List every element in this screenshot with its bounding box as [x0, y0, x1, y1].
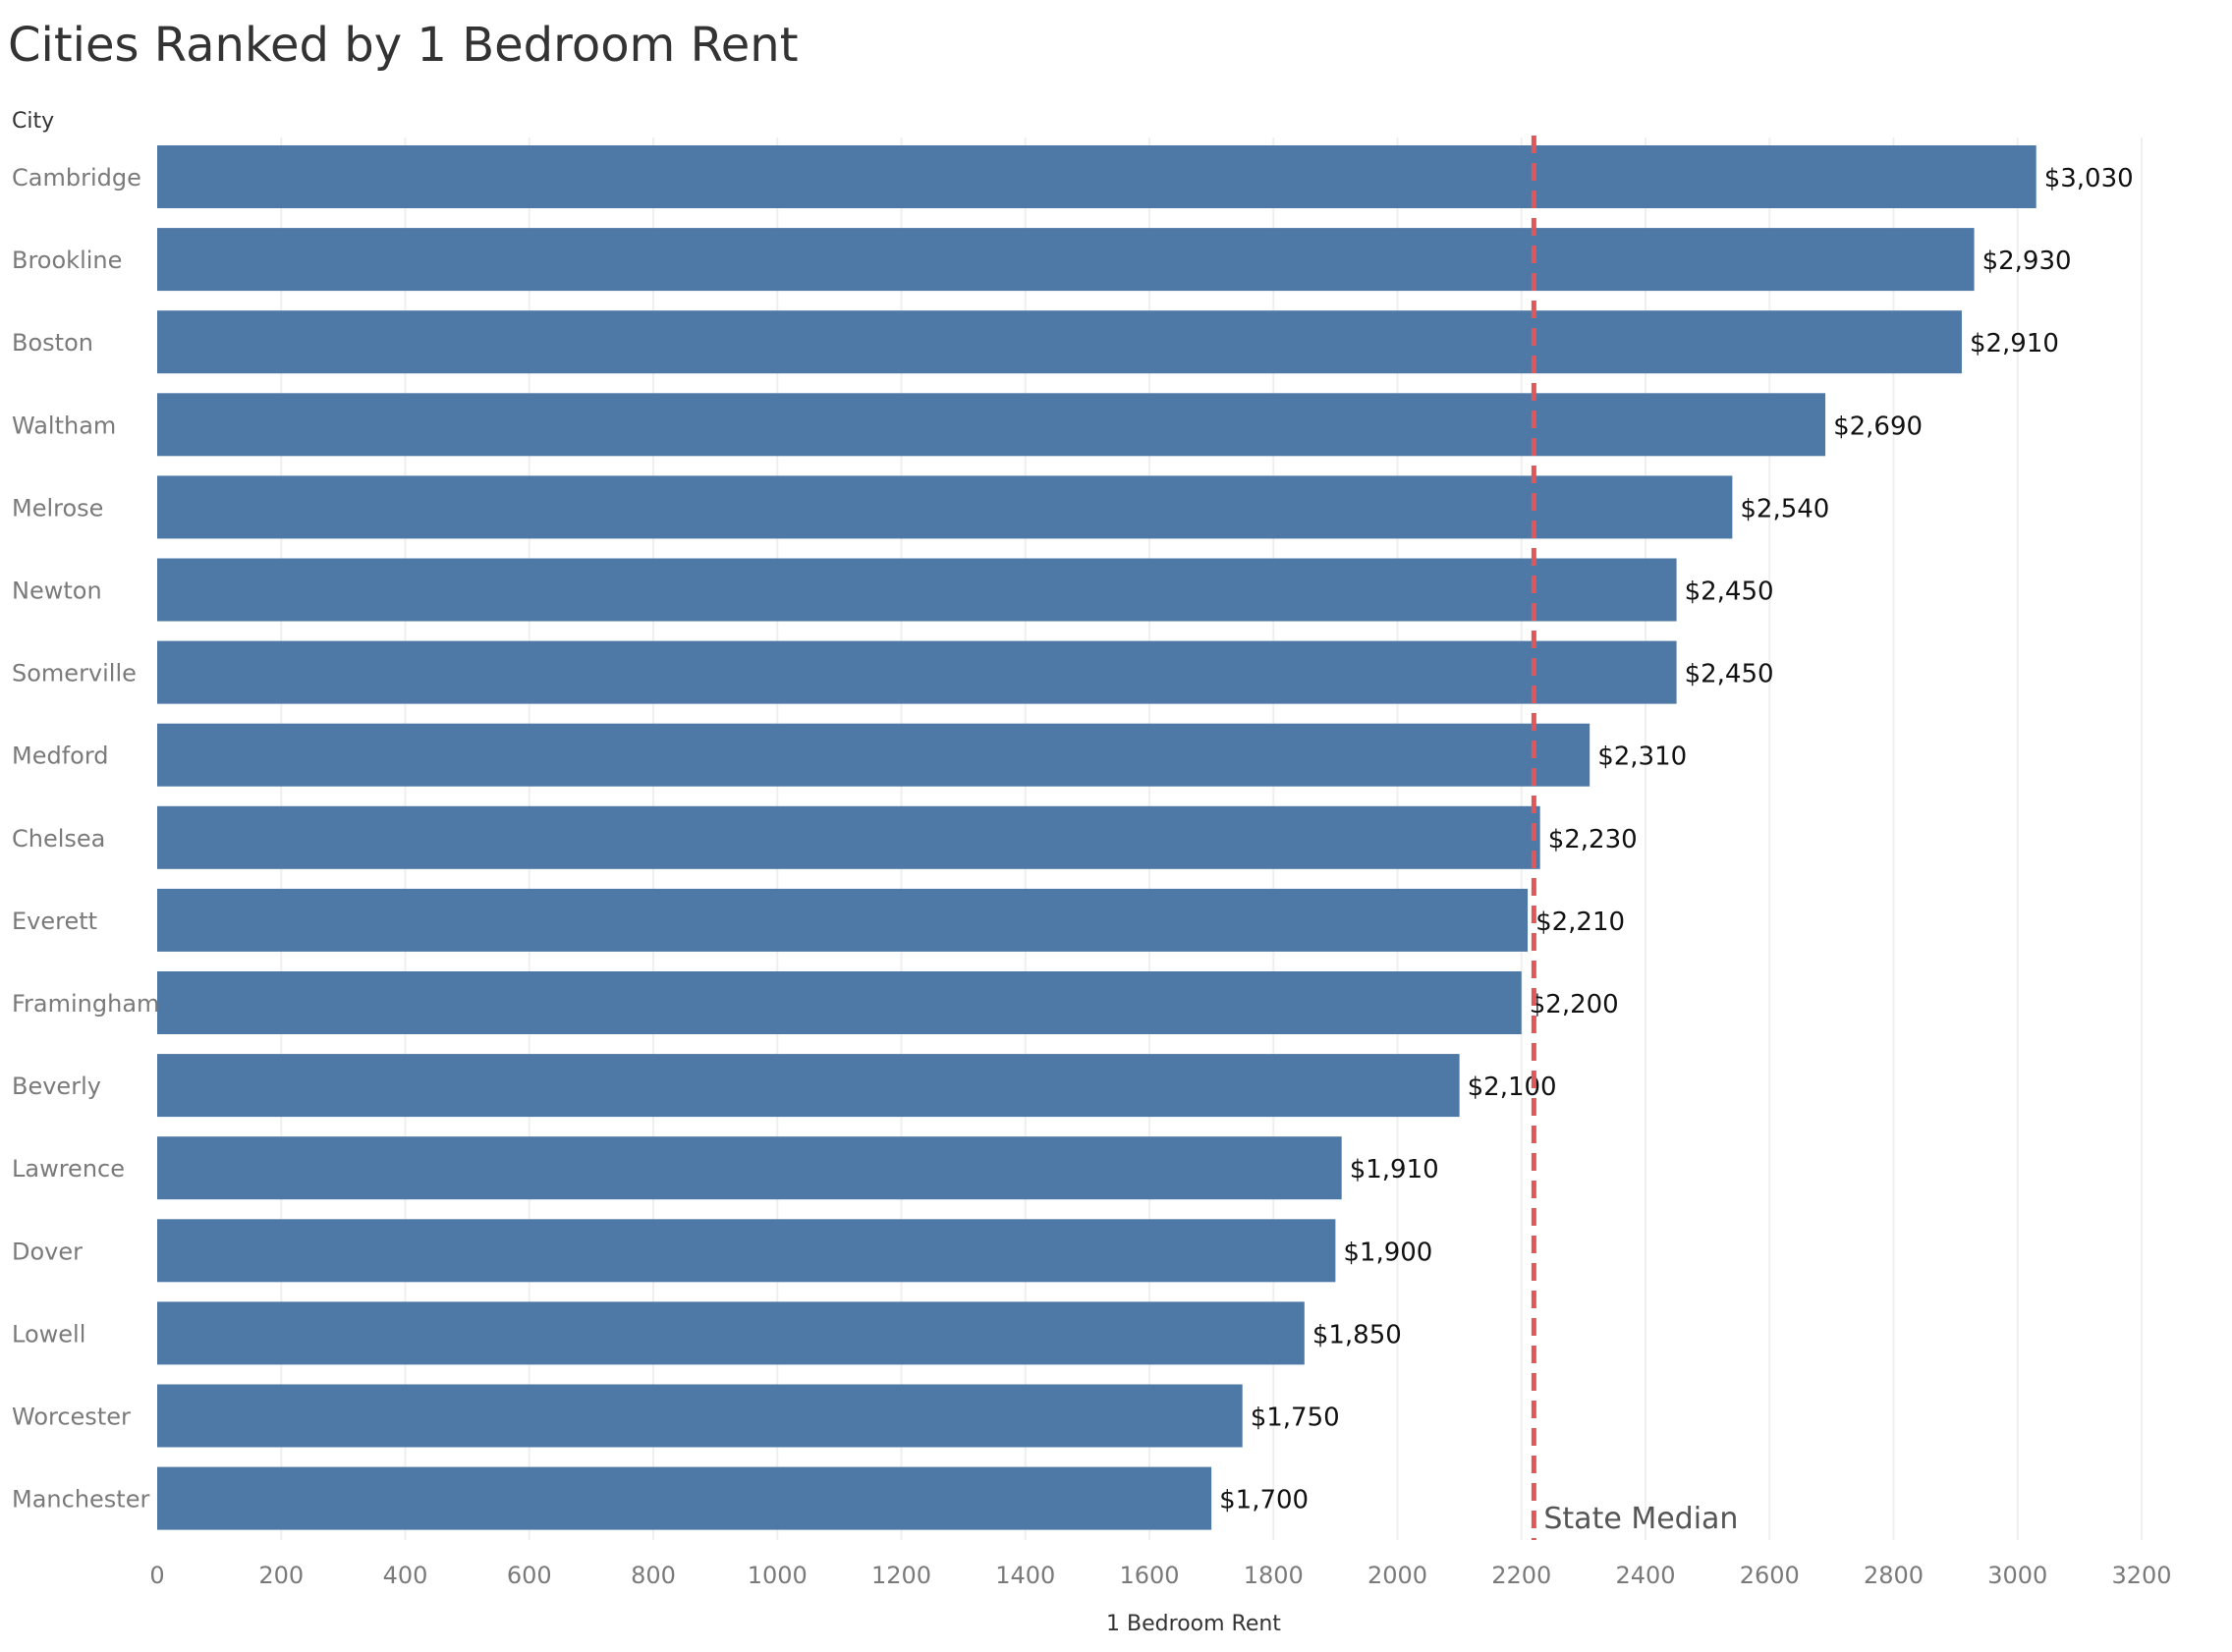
city-label: Beverly	[12, 1073, 101, 1100]
bar	[157, 1219, 1336, 1283]
city-label: Brookline	[12, 247, 122, 274]
bar	[157, 393, 1826, 457]
bar	[157, 310, 1962, 374]
value-label: $2,910	[1970, 329, 2059, 358]
reference-line-group: State Median	[1531, 136, 1738, 1540]
bar	[157, 1054, 1460, 1118]
value-label: $2,930	[1982, 247, 2072, 276]
x-tick-label: 1400	[995, 1562, 1055, 1589]
city-label: Melrose	[12, 494, 103, 522]
city-label: Dover	[12, 1238, 83, 1265]
x-tick-label: 2200	[1491, 1562, 1551, 1589]
bar	[157, 228, 1975, 292]
bar	[157, 723, 1590, 787]
city-label: Lowell	[12, 1320, 85, 1348]
x-tick-label: 1800	[1244, 1562, 1304, 1589]
value-label: $2,200	[1530, 990, 1619, 1019]
x-tick-label: 600	[507, 1562, 552, 1589]
value-label: $1,910	[1350, 1155, 1439, 1184]
city-label: Worcester	[12, 1404, 131, 1431]
city-label: Everett	[12, 908, 97, 935]
value-label: $2,210	[1535, 908, 1625, 937]
x-tick-label: 3000	[1987, 1562, 2047, 1589]
value-label: $1,850	[1312, 1320, 1402, 1349]
city-label: Newton	[12, 578, 102, 605]
chart-title: Cities Ranked by 1 Bedroom Rent	[8, 18, 799, 73]
x-tick-label: 2600	[1740, 1562, 1800, 1589]
value-label: $2,450	[1685, 660, 1774, 689]
x-tick-label: 400	[383, 1562, 428, 1589]
city-label: Somerville	[12, 660, 137, 688]
reference-line-label: State Median	[1543, 1502, 1738, 1536]
value-label: $1,900	[1343, 1238, 1432, 1267]
value-label: $2,690	[1833, 412, 1923, 441]
x-tick-label: 2000	[1367, 1562, 1427, 1589]
city-label: Medford	[12, 743, 109, 770]
city-label: Cambridge	[12, 164, 141, 192]
bar	[157, 1301, 1305, 1365]
bar	[157, 1384, 1243, 1448]
value-label: $3,030	[2044, 164, 2134, 193]
bar	[157, 971, 1522, 1034]
x-axis-title: 1 Bedroom Rent	[1106, 1612, 1281, 1636]
city-label: Lawrence	[12, 1155, 125, 1183]
value-label: $1,700	[1219, 1486, 1309, 1515]
bar	[157, 145, 2037, 208]
city-label: Framingham	[12, 990, 159, 1018]
city-label: Waltham	[12, 412, 116, 439]
row-header: City	[12, 109, 54, 134]
bar	[157, 1136, 1342, 1200]
labels: 0 200 400 600 800 1000 1200 1400 1600 1800 2000 220…	[12, 164, 2172, 1589]
bar	[157, 558, 1677, 622]
bar	[157, 475, 1733, 539]
x-tick-label: 1000	[748, 1562, 808, 1589]
x-tick-label: 2800	[1864, 1562, 1924, 1589]
x-tick-label: 200	[258, 1562, 304, 1589]
city-label: Chelsea	[12, 825, 105, 853]
x-tick-label: 2400	[1615, 1562, 1675, 1589]
value-label: $2,230	[1548, 825, 1638, 854]
x-tick-label: 0	[149, 1562, 164, 1589]
bar	[157, 805, 1540, 869]
x-tick-label: 1600	[1119, 1562, 1179, 1589]
bar	[157, 888, 1529, 952]
x-tick-label: 800	[631, 1562, 676, 1589]
x-tick-label: 1200	[871, 1562, 931, 1589]
value-label: $2,450	[1685, 578, 1774, 607]
city-label: Manchester	[12, 1486, 149, 1514]
bar	[157, 640, 1677, 704]
x-tick-label: 3200	[2111, 1562, 2171, 1589]
value-label: $1,750	[1251, 1404, 1340, 1433]
city-label: Boston	[12, 329, 93, 357]
value-label: $2,310	[1597, 743, 1687, 772]
value-label: $2,540	[1740, 494, 1829, 523]
bars	[157, 145, 2037, 1530]
value-label: $2,100	[1468, 1073, 1557, 1102]
bar	[157, 1466, 1212, 1530]
